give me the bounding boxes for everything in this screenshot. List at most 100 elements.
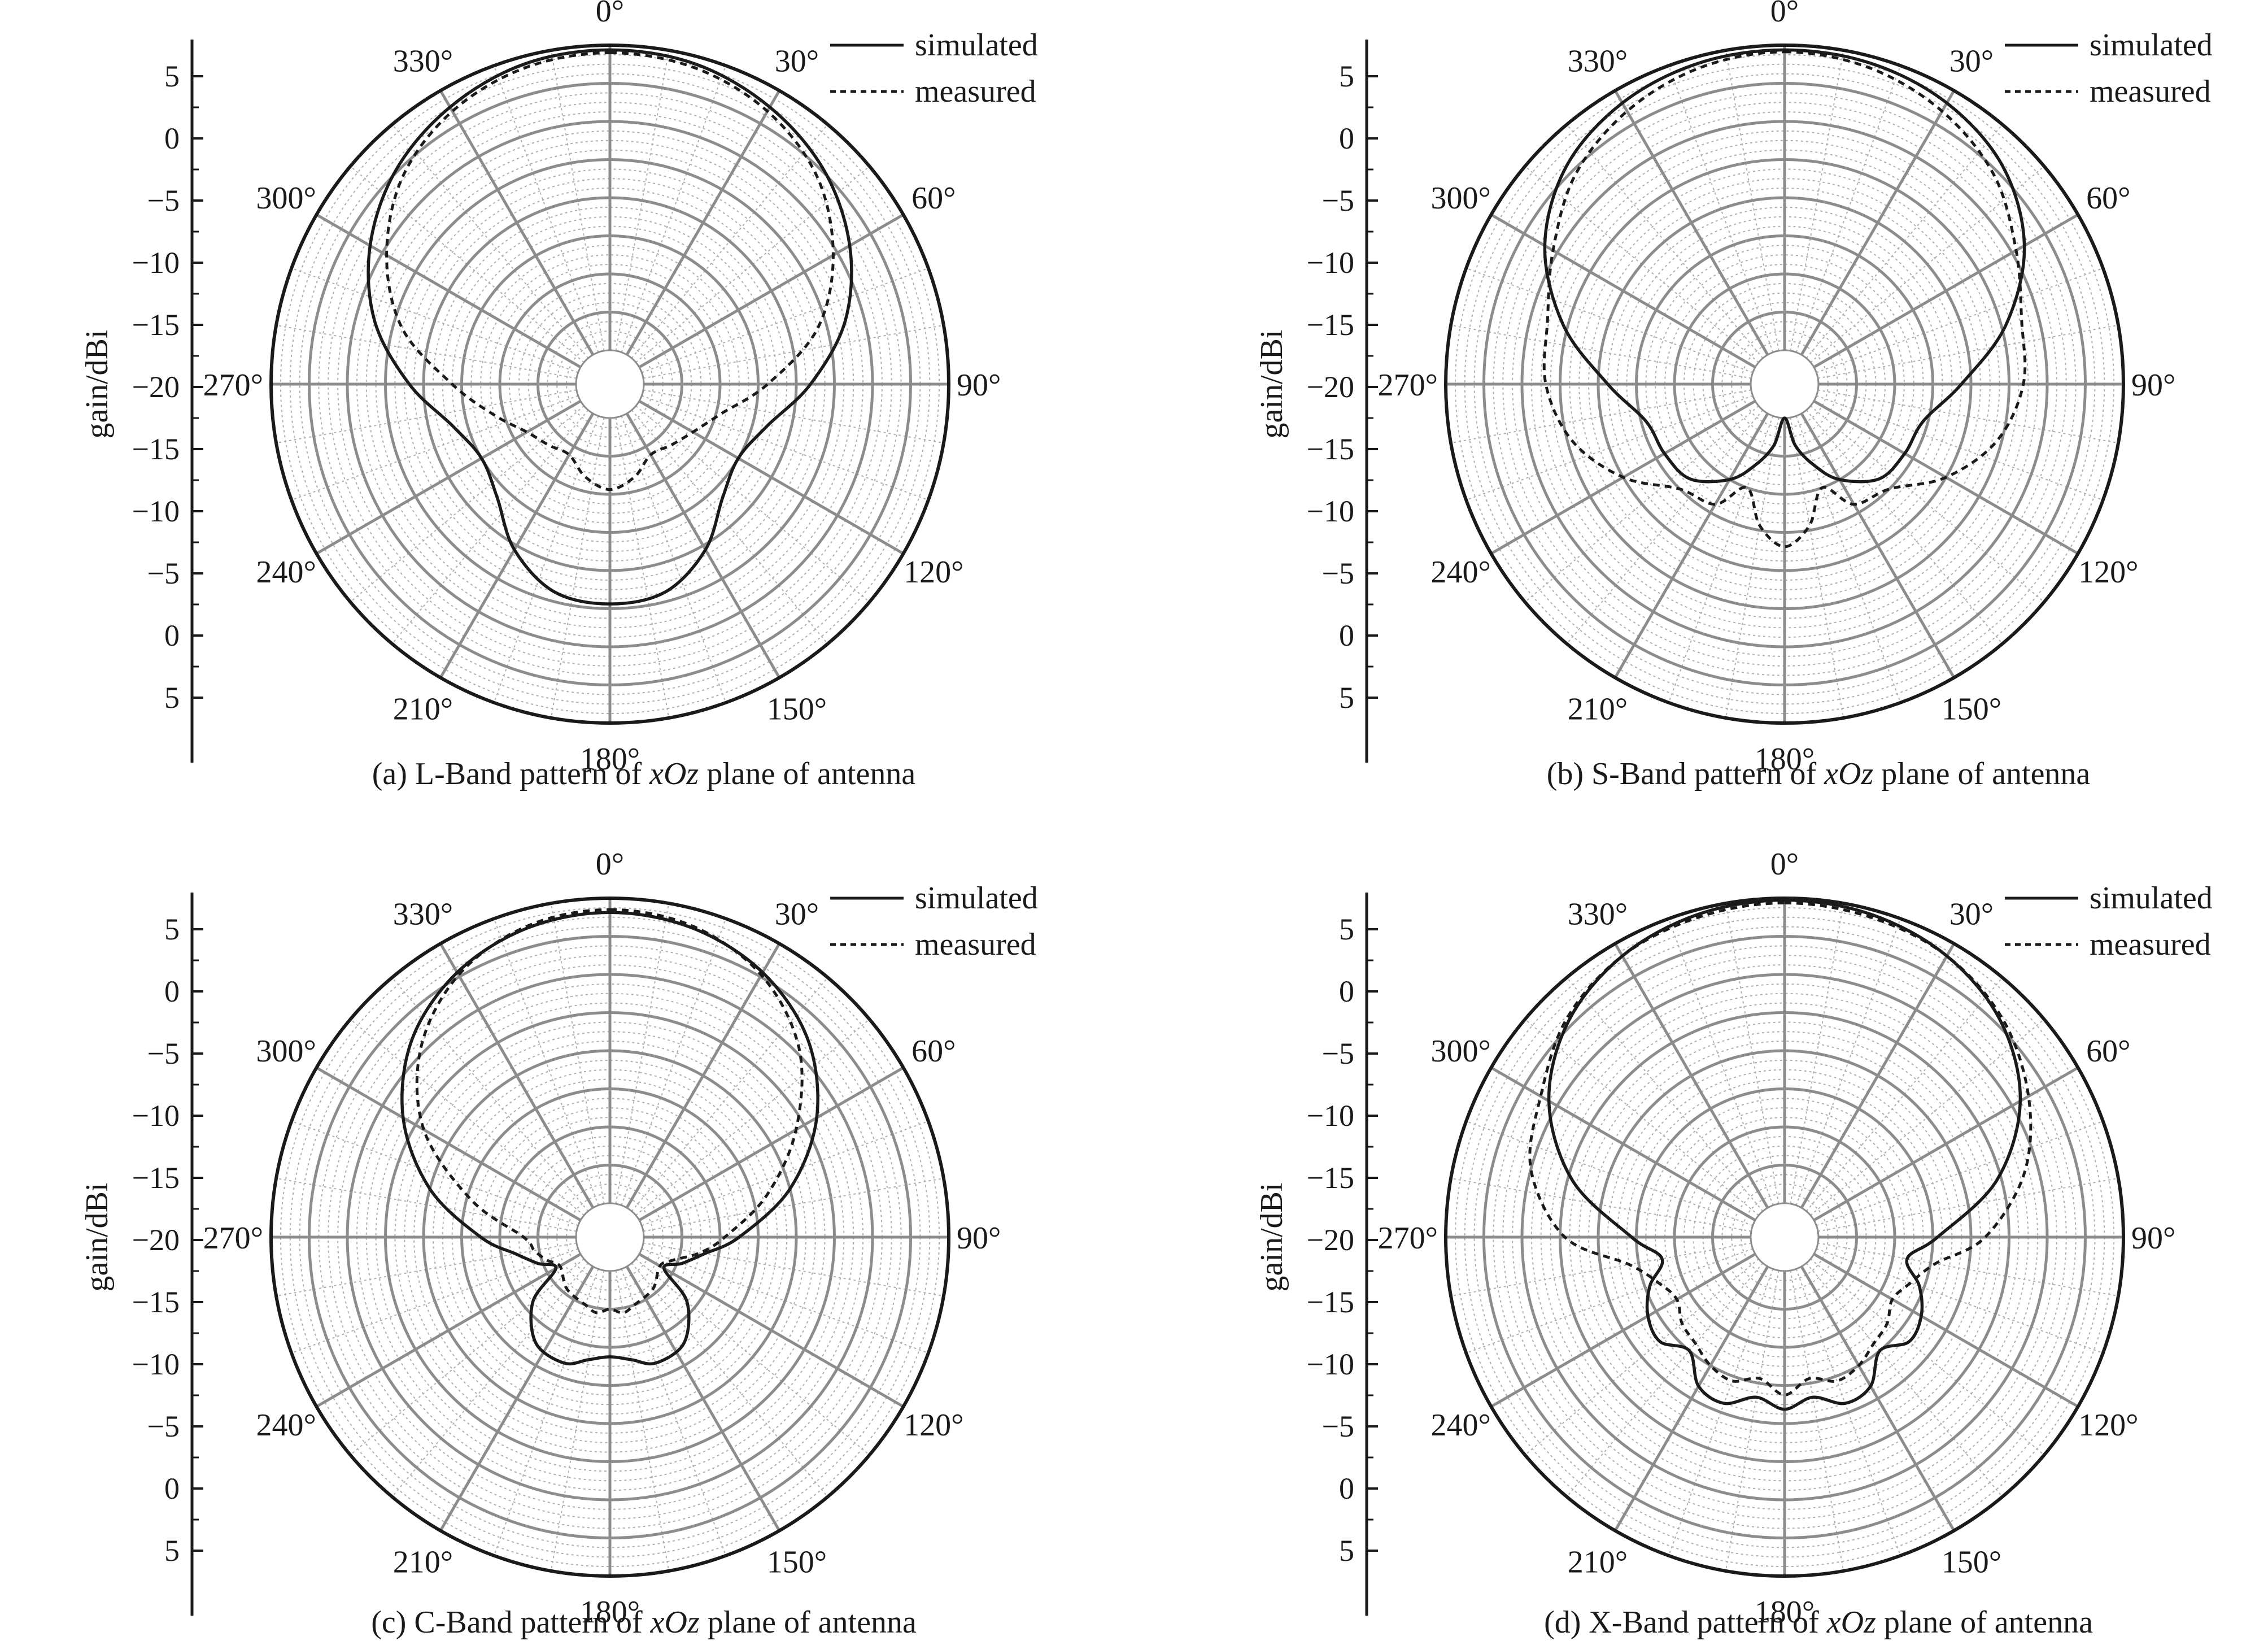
angle-label: 0° <box>1770 0 1799 29</box>
figure-caption: (b) S-Band pattern of xOz plane of anten… <box>1547 756 2091 791</box>
angle-label: 30° <box>775 44 819 79</box>
angle-label: 270° <box>203 1221 263 1256</box>
angle-label: 180° <box>580 742 640 777</box>
grid-spoke-major <box>1490 213 1756 369</box>
polar-grid <box>269 43 950 725</box>
angle-label: 180° <box>1755 1595 1815 1630</box>
grid-circle-inner <box>1750 1202 1820 1272</box>
angle-label: 330° <box>1568 44 1628 79</box>
grid-circle-inner <box>575 349 645 419</box>
grid-circle-minor <box>566 1193 654 1281</box>
polar-outer-circle <box>269 43 950 725</box>
gain-tick-label: 0 <box>164 974 180 1008</box>
legend-label-simulated: simulated <box>915 28 1038 63</box>
caption-suffix: plane of antenna <box>699 756 915 791</box>
grid-spoke-minor <box>493 65 599 352</box>
polar-grid <box>1444 897 2125 1578</box>
gain-tick-label: 0 <box>1339 619 1354 652</box>
grid-spoke-major <box>625 1265 781 1531</box>
y-axis-label: gain/dBi <box>1254 330 1289 439</box>
gain-axis: 5 0 −5 −10 −15 −20 −15 −10 −5 0 5 gain/dBi <box>1254 40 1378 763</box>
polar-chart-b: 0° 30° 60° 90° 120° 150° 180° 210° 240° 270° 300° 3… <box>1254 0 2213 791</box>
angle-label: 150° <box>1942 1544 2001 1579</box>
gain-tick-label: −5 <box>147 1037 180 1070</box>
gain-tick-label: −10 <box>132 246 180 280</box>
angle-label: 120° <box>904 555 963 590</box>
angle-label: 210° <box>393 691 453 726</box>
angle-label: 330° <box>393 44 453 79</box>
gain-tick-label: −15 <box>132 1161 180 1195</box>
grid-spoke-major <box>316 1066 582 1222</box>
polar-chart-c: 0° 30° 60° 90° 120° 150° 180° 210° 240° 270° 300° 3… <box>80 847 1038 1640</box>
series-simulated-line <box>1547 898 2022 1411</box>
legend-label-simulated: simulated <box>2090 881 2213 916</box>
gain-tick-label: −15 <box>1307 308 1354 342</box>
grid-circle-minor <box>1741 340 1829 428</box>
gain-tick-label: 0 <box>1339 1472 1354 1505</box>
gain-tick-label: −5 <box>1322 1409 1354 1443</box>
grid-spoke-major <box>638 399 904 555</box>
gain-tick-label: 0 <box>164 1472 180 1505</box>
grid-spoke-major <box>1613 90 1769 356</box>
angle-label: 150° <box>1942 691 2001 726</box>
polar-grid <box>1444 43 2125 725</box>
figure-caption: (d) X-Band pattern of xOz plane of anten… <box>1544 1605 2093 1640</box>
series-simulated-line <box>400 911 819 1366</box>
caption-italic: xOz <box>1826 1605 1876 1640</box>
gain-tick-label: 5 <box>1339 59 1354 93</box>
angle-label: 240° <box>1430 1408 1490 1443</box>
angle-label: 60° <box>2086 181 2130 216</box>
gain-tick-label: 5 <box>164 59 180 93</box>
legend-label-simulated: simulated <box>2090 28 2213 63</box>
grid-spoke-major <box>1813 1066 2079 1222</box>
grid-circle-inner <box>1750 349 1820 419</box>
angle-label: 0° <box>596 847 624 882</box>
angle-label: 240° <box>256 1408 316 1443</box>
angle-labels: 0° 30° 60° 90° 120° 150° 180° 210° 240° 270° 300° 3… <box>203 0 1001 777</box>
gain-tick-label: −5 <box>1322 1037 1354 1070</box>
gain-tick-label: 0 <box>1339 121 1354 155</box>
grid-circle-minor <box>566 340 654 428</box>
grid-spoke-major <box>625 90 781 356</box>
gain-tick-label: −20 <box>1307 370 1354 404</box>
gain-tick-label: −10 <box>132 1347 180 1381</box>
angle-label: 150° <box>767 691 827 726</box>
series-simulated-line <box>367 48 853 606</box>
gain-axis: 5 0 −5 −10 −15 −20 −15 −10 −5 0 5 gain/dBi <box>80 40 203 763</box>
polar-chart-d: 0° 30° 60° 90° 120° 150° 180° 210° 240° 270° 300° 3… <box>1254 847 2213 1640</box>
grid-spoke-major <box>439 943 595 1209</box>
grid-spoke-major <box>625 412 781 678</box>
legend: simulated measured <box>2005 28 2213 109</box>
gain-tick-label: −10 <box>132 494 180 528</box>
gain-tick-label: −5 <box>1322 184 1354 217</box>
polar-outer-circle <box>1444 897 2125 1578</box>
gain-tick-label: −20 <box>132 370 180 404</box>
grid-spoke-major <box>1490 1066 1756 1222</box>
grid-spoke-major <box>1813 213 2079 369</box>
grid-spoke-major <box>439 1265 595 1531</box>
gain-tick-label: −5 <box>1322 556 1354 590</box>
caption-prefix: (d) X-Band pattern of <box>1544 1605 1827 1640</box>
legend: simulated measured <box>830 28 1038 109</box>
series-measured-line <box>415 908 804 1315</box>
gain-tick-label: −15 <box>132 1285 180 1319</box>
grid-spoke-major <box>638 1066 904 1222</box>
angle-label: 270° <box>1378 1221 1438 1256</box>
gain-tick-label: −15 <box>1307 432 1354 466</box>
caption-italic: xOz <box>1824 756 1873 791</box>
angle-label: 300° <box>1430 1034 1490 1069</box>
angle-label: 180° <box>580 1595 640 1630</box>
gain-tick-label: −10 <box>1307 1099 1354 1133</box>
caption-prefix: (b) S-Band pattern of <box>1547 756 1824 791</box>
grid-spoke-major <box>316 1252 582 1408</box>
gain-tick-label: 5 <box>1339 1534 1354 1568</box>
polar-outer-circle <box>269 897 950 1578</box>
gain-tick-label: 5 <box>164 912 180 946</box>
gain-tick-label: 0 <box>1339 974 1354 1008</box>
gain-tick-label: −15 <box>132 432 180 466</box>
gain-tick-label: −5 <box>147 184 180 217</box>
grid-spoke-major <box>638 1252 904 1408</box>
caption-prefix: (a) L-Band pattern of <box>372 756 649 791</box>
figure-caption: (a) L-Band pattern of xOz plane of anten… <box>372 756 916 791</box>
grid-spoke-major <box>1800 1265 1956 1531</box>
